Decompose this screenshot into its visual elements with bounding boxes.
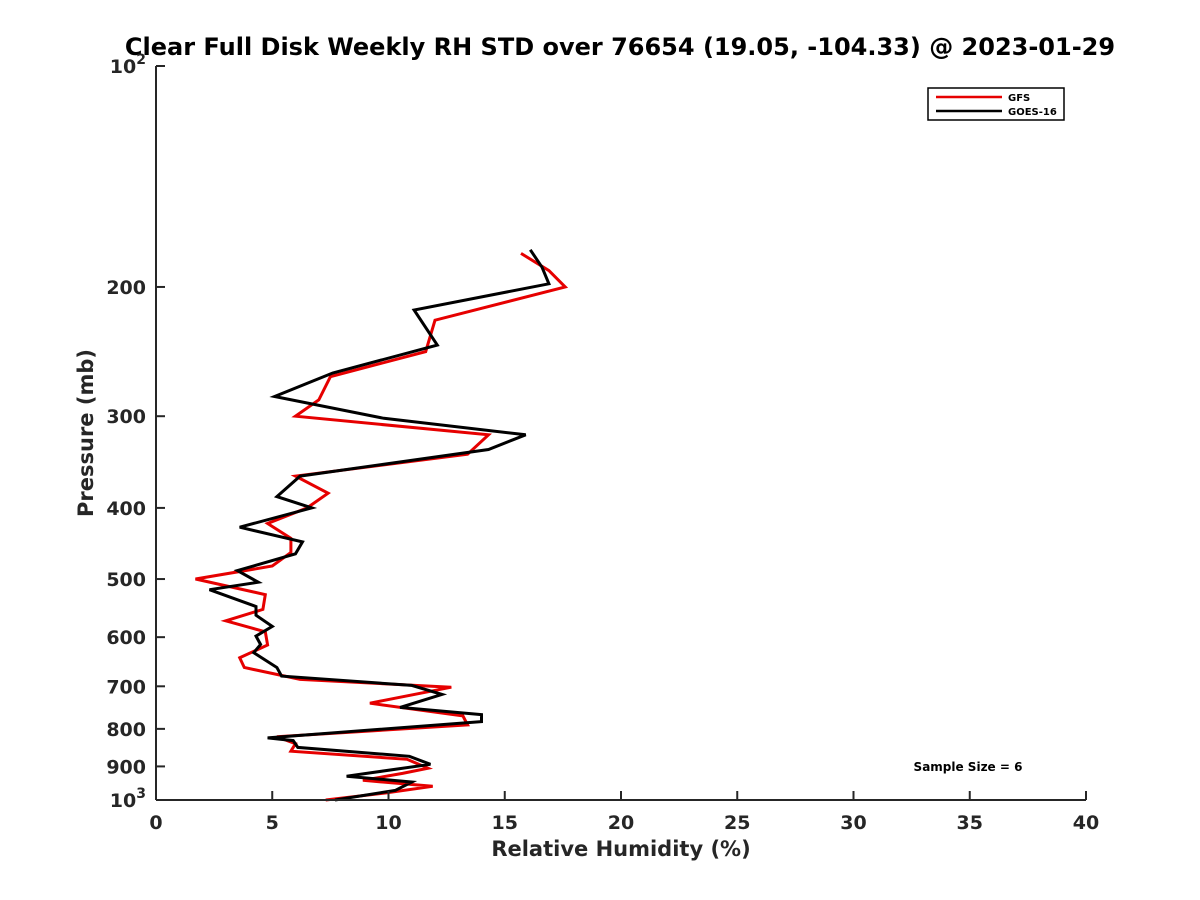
legend-label-gfs: GFS xyxy=(1008,93,1030,104)
x-tick-label: 0 xyxy=(149,812,162,834)
y-tick-label: 300 xyxy=(106,406,146,428)
x-tick-label: 40 xyxy=(1073,812,1099,834)
y-axis-ticks: 102 200 300 400 500 600 700 800 900 103 xyxy=(106,52,165,812)
x-tick-label: 5 xyxy=(266,812,279,834)
x-tick-label: 25 xyxy=(724,812,750,834)
x-tick-label: 20 xyxy=(608,812,634,834)
x-tick-label: 35 xyxy=(957,812,983,834)
y-tick-label: 102 xyxy=(110,52,146,78)
chart-title: Clear Full Disk Weekly RH STD over 76654… xyxy=(125,33,1115,61)
sample-size-annotation: Sample Size = 6 xyxy=(914,760,1023,774)
x-axis-ticks: 0 5 10 15 20 25 30 35 40 xyxy=(149,791,1099,834)
series-layer xyxy=(195,248,569,802)
x-tick-label: 10 xyxy=(375,812,401,834)
x-tick-label: 15 xyxy=(492,812,518,834)
y-tick-label: 800 xyxy=(106,719,146,741)
y-tick-label: 600 xyxy=(106,627,146,649)
y-tick-label: 500 xyxy=(106,569,146,591)
series-line-gfs xyxy=(195,252,569,802)
y-tick-label: 400 xyxy=(106,498,146,520)
y-axis-label: Pressure (mb) xyxy=(74,349,98,517)
y-tick-label: 700 xyxy=(106,676,146,698)
legend-box xyxy=(927,87,1065,121)
y-tick-label: 900 xyxy=(106,756,146,778)
x-tick-label: 30 xyxy=(840,812,866,834)
legend-label-goes16: GOES-16 xyxy=(1008,107,1057,118)
legend: GFS GOES-16 xyxy=(927,87,1065,121)
y-tick-label: 200 xyxy=(106,277,146,299)
x-axis-label: Relative Humidity (%) xyxy=(491,837,750,861)
y-tick-label: 103 xyxy=(110,786,146,812)
